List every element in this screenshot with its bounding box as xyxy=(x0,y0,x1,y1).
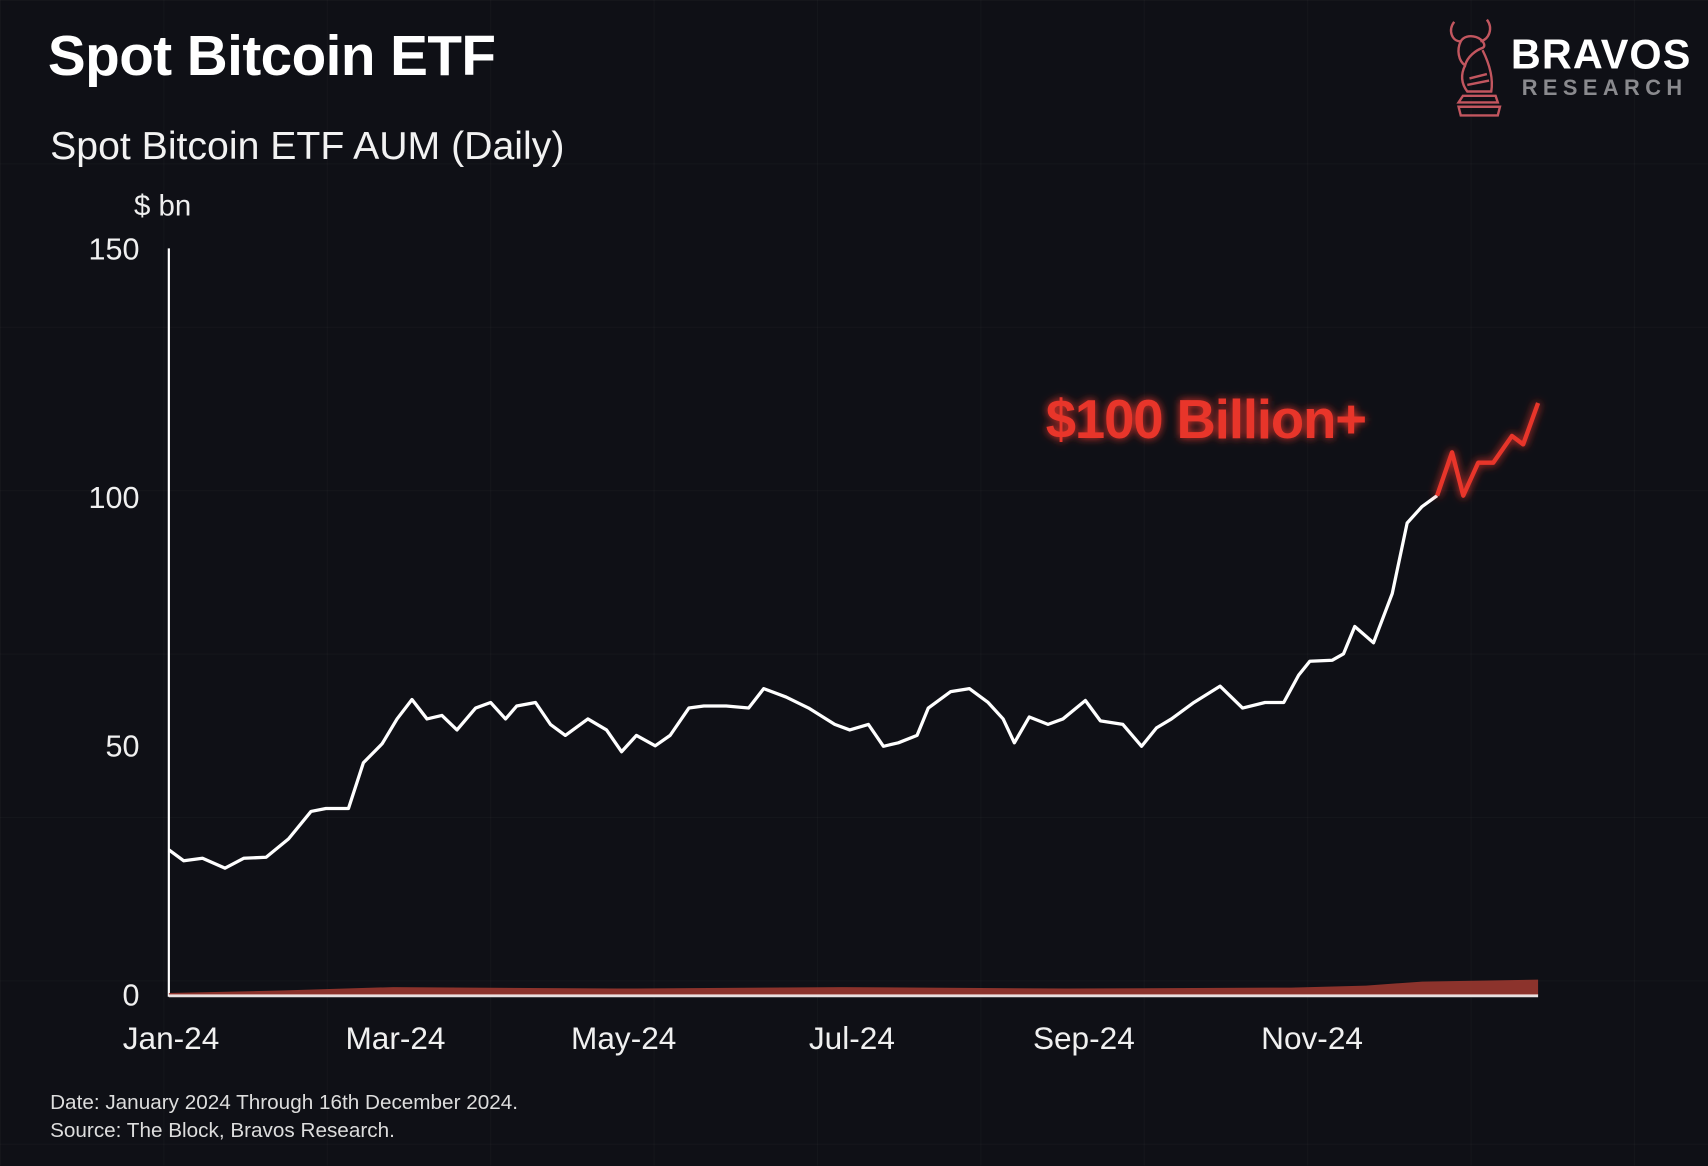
page-title: Spot Bitcoin ETF xyxy=(47,25,496,89)
threshold-label: $100 Billion+ xyxy=(1046,389,1366,450)
aum-line-series-above-100 xyxy=(1435,402,1541,498)
x-tick-label: Sep-24 xyxy=(1033,1020,1135,1056)
x-tick-label: Jan-24 xyxy=(123,1020,220,1056)
y-tick-label: 100 xyxy=(89,481,140,515)
date-note: Date: January 2024 Through 16th December… xyxy=(50,1091,519,1115)
y-tick-label: 50 xyxy=(105,730,139,764)
x-tick-label: Jul-24 xyxy=(809,1020,895,1056)
x-tick-label: Mar-24 xyxy=(345,1020,445,1056)
aum-line-series xyxy=(167,494,1439,870)
x-tick-label: Nov-24 xyxy=(1261,1020,1363,1056)
logo-subtitle: RESEARCH xyxy=(1521,76,1688,101)
chart-title: Spot Bitcoin ETF AUM (Daily) xyxy=(50,123,565,168)
area-series-lower xyxy=(168,979,1539,995)
y-tick-label: 0 xyxy=(122,978,139,1012)
x-tick-label: May-24 xyxy=(571,1020,676,1056)
y-tick-label: 150 xyxy=(89,232,140,266)
y-axis-label: $ bn xyxy=(133,189,192,223)
source-note: Source: The Block, Bravos Research. xyxy=(50,1119,395,1143)
bravos-logo: BRAVOS RESEARCH xyxy=(1443,13,1694,122)
bull-knight-icon xyxy=(1449,18,1502,117)
logo-name: BRAVOS xyxy=(1510,32,1692,79)
